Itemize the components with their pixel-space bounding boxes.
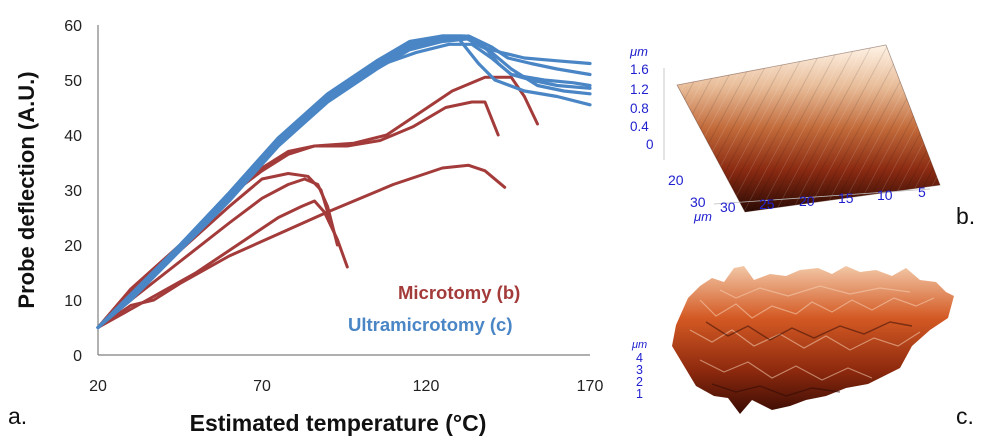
- panel-label-b: b.: [956, 203, 975, 229]
- x-tick-label: 20: [89, 378, 107, 395]
- inset-b-x-tick: 5: [918, 184, 926, 200]
- x-axis-label: Estimated temperature (°C): [190, 410, 487, 436]
- inset-c-z-tick: 1: [636, 387, 643, 401]
- panel-label-c: c.: [956, 403, 974, 429]
- x-tick-label: 120: [413, 378, 440, 395]
- inset-b-x-tick: 20: [799, 193, 815, 209]
- inset-b-x-axis: [713, 188, 931, 205]
- y-tick-label: 0: [73, 348, 82, 365]
- series-line-microtomy: [96, 163, 507, 329]
- y-tick-label: 20: [64, 238, 82, 255]
- y-tick-labels: 0 10 20 30 40 50 60: [64, 18, 82, 365]
- x-tick-label: 70: [253, 378, 271, 395]
- y-tick-label: 10: [64, 293, 82, 310]
- inset-b-z-tick: 0: [646, 137, 654, 152]
- y-tick-label: 50: [64, 73, 82, 90]
- y-tick-label: 30: [64, 183, 82, 200]
- series-line-microtomy: [96, 199, 349, 329]
- inset-b-x-unit: μm: [693, 209, 712, 224]
- y-axis-label: Probe deflection (A.U.): [14, 71, 39, 308]
- inset-b-z-tick: 0.8: [630, 101, 649, 116]
- panel-label-a: a.: [8, 403, 27, 429]
- x-tick-labels: 20 70 120 170: [89, 378, 603, 395]
- series-line-ultramicrotomy: [96, 42, 592, 330]
- inset-c-z-tick: 2: [636, 375, 643, 389]
- inset-b-y-tick: 30: [690, 194, 706, 210]
- inset-b-x-tick: 30: [720, 199, 736, 215]
- legend-ultramicrotomy: Ultramicrotomy (c): [348, 314, 512, 335]
- inset-b-z-unit: μm: [629, 44, 648, 59]
- surface-b-texture: [677, 45, 940, 212]
- inset-c-z-unit: μm: [631, 339, 647, 351]
- inset-c-z-tick: 4: [636, 351, 643, 365]
- inset-b-x-tick: 10: [877, 187, 893, 203]
- inset-b-z-tick: 0.4: [630, 119, 649, 134]
- inset-b-z-tick: 1.6: [630, 62, 649, 77]
- inset-c-z-tick: 3: [636, 363, 643, 377]
- surface-c-ridges: [689, 285, 935, 381]
- series-lines: [96, 34, 592, 330]
- inset-b-x-tick: 25: [759, 196, 775, 212]
- afm-surface-ultramicrotomy: μm 4 3 2 1 c.: [631, 266, 974, 429]
- deflection-chart: 0 10 20 30 40 50 60 20 70 120 170 Probe deflectio…: [8, 18, 603, 436]
- surface-c-body: [672, 266, 954, 414]
- afm-surface-microtomy: μm 1.6 1.2 0.8 0.4 0 20 30 μm 30 25 20 1…: [629, 44, 975, 229]
- x-tick-label: 170: [577, 378, 604, 395]
- legend-microtomy: Microtomy (b): [398, 282, 520, 303]
- inset-b-y-tick: 20: [668, 172, 684, 188]
- y-tick-label: 40: [64, 128, 82, 145]
- surface-c-shadows: [705, 321, 913, 397]
- surface-b-edge: [676, 44, 941, 213]
- inset-b-x-tick: 15: [838, 190, 854, 206]
- y-tick-label: 60: [64, 18, 82, 35]
- inset-b-z-tick: 1.2: [630, 82, 649, 97]
- series-line-ultramicrotomy: [96, 34, 592, 330]
